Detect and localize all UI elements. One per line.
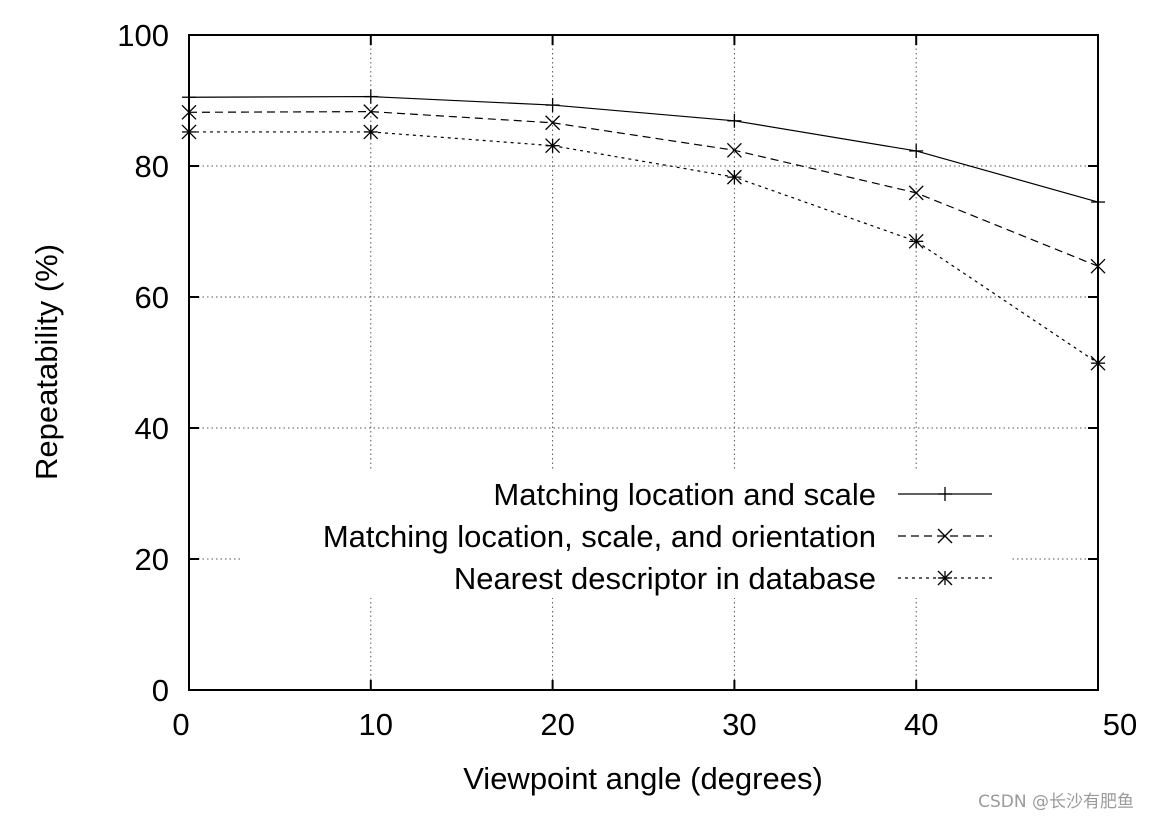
- legend-item: Nearest descriptor in database: [454, 561, 992, 596]
- series-1: [182, 89, 1105, 210]
- x-tick-label: 0: [172, 707, 189, 742]
- y-tick-label: 100: [117, 18, 169, 53]
- legend-label: Matching location, scale, and orientatio…: [323, 519, 876, 554]
- watermark: CSDN @长沙有肥鱼: [978, 792, 1134, 812]
- legend-label: Matching location and scale: [493, 477, 876, 512]
- y-tick-label: 0: [152, 673, 169, 708]
- x-tick-label: 30: [722, 707, 756, 742]
- x-tick-label: 50: [1103, 707, 1137, 742]
- series-3: [181, 124, 1106, 371]
- series-2: [181, 104, 1106, 274]
- legend-item: Matching location, scale, and orientatio…: [323, 519, 992, 554]
- x-tick-label: 10: [359, 707, 393, 742]
- data-series: [181, 89, 1106, 371]
- y-tick-label: 40: [135, 411, 169, 446]
- y-tick-label: 80: [135, 149, 169, 184]
- x-tick-label: 20: [540, 707, 574, 742]
- y-tick-label: 60: [135, 280, 169, 315]
- plot-frame: [188, 34, 1099, 691]
- x-axis-title: Viewpoint angle (degrees): [463, 761, 823, 796]
- y-tick-label: 20: [135, 542, 169, 577]
- y-axis-title: Repeatability (%): [29, 244, 64, 480]
- axis-ticks: 0 20 40 60 80 100 0 10 20 30 40 50: [117, 18, 1137, 742]
- legend-item: Matching location and scale: [493, 477, 992, 512]
- legend-background: [240, 470, 1010, 598]
- x-tick-label: 40: [904, 707, 938, 742]
- legend-label: Nearest descriptor in database: [454, 561, 876, 596]
- legend: Matching location and scale Matching loca…: [323, 477, 992, 596]
